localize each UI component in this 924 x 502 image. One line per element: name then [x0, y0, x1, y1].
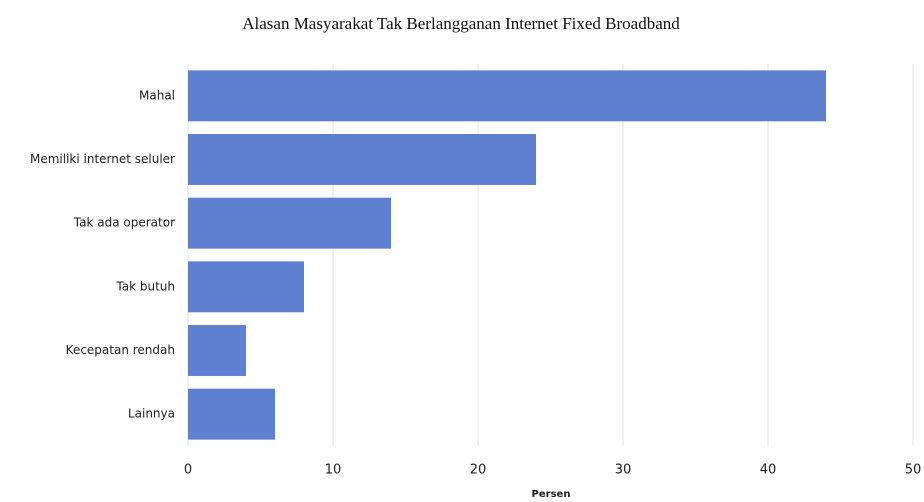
x-tick-label: 50: [905, 463, 922, 478]
x-tick-label: 0: [184, 463, 192, 478]
y-tick-label: Lainnya: [128, 407, 175, 421]
bar: [188, 388, 275, 440]
x-tick-label: 30: [615, 463, 632, 478]
chart-title: Alasan Masyarakat Tak Berlangganan Inter…: [242, 14, 680, 33]
x-axis-label: Persen: [532, 489, 571, 500]
y-tick-label: Kecepatan rendah: [66, 343, 175, 357]
y-tick-label: Tak ada operator: [73, 216, 175, 230]
y-tick-label: Tak butuh: [115, 279, 175, 293]
bar: [188, 134, 536, 185]
x-tick-label: 40: [760, 463, 777, 478]
x-tick-label: 20: [470, 463, 487, 478]
y-tick-label: Memiliki internet seluler: [30, 152, 175, 166]
y-tick-label: Mahal: [139, 88, 175, 102]
bar: [188, 261, 304, 313]
x-tick-label: 10: [325, 463, 342, 478]
bar: [188, 70, 826, 122]
bar: [188, 197, 391, 249]
bar: [188, 325, 246, 376]
